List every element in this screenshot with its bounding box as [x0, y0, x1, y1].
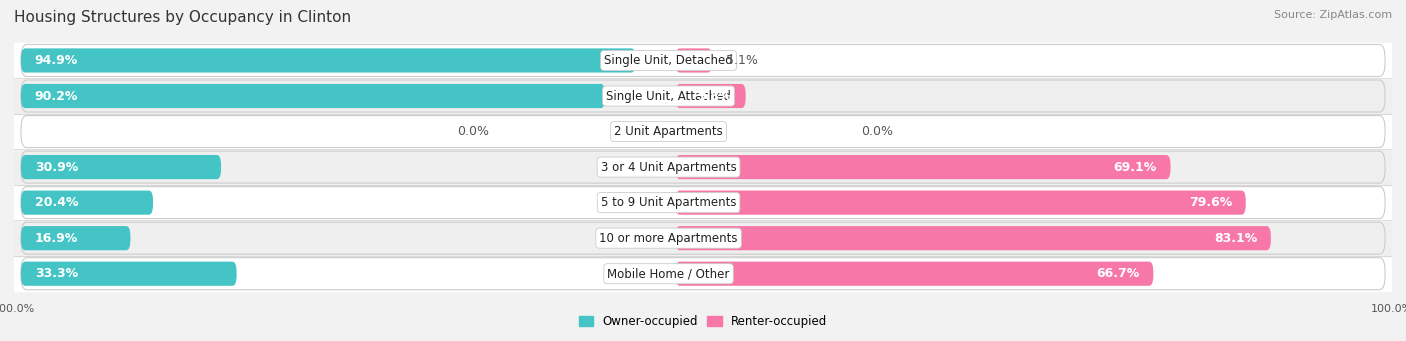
Bar	[14, 185, 1392, 220]
Text: Single Unit, Attached: Single Unit, Attached	[606, 89, 731, 103]
Text: 2 Unit Apartments: 2 Unit Apartments	[614, 125, 723, 138]
FancyBboxPatch shape	[21, 155, 221, 179]
FancyBboxPatch shape	[21, 191, 153, 215]
FancyBboxPatch shape	[21, 116, 1385, 148]
Text: 66.7%: 66.7%	[1097, 267, 1140, 280]
FancyBboxPatch shape	[21, 84, 605, 108]
Text: 69.1%: 69.1%	[1114, 161, 1157, 174]
FancyBboxPatch shape	[21, 44, 1385, 76]
FancyBboxPatch shape	[21, 226, 131, 250]
Text: Single Unit, Detached: Single Unit, Detached	[605, 54, 733, 67]
Text: 0.0%: 0.0%	[457, 125, 489, 138]
FancyBboxPatch shape	[21, 222, 1385, 254]
Text: 10 or more Apartments: 10 or more Apartments	[599, 232, 738, 245]
Text: 5.1%: 5.1%	[725, 54, 758, 67]
FancyBboxPatch shape	[21, 80, 1385, 112]
Text: 16.9%: 16.9%	[35, 232, 77, 245]
Bar	[14, 256, 1392, 292]
Text: 90.2%: 90.2%	[35, 89, 79, 103]
Bar	[14, 114, 1392, 149]
FancyBboxPatch shape	[675, 155, 1171, 179]
Text: 83.1%: 83.1%	[1213, 232, 1257, 245]
Text: Mobile Home / Other: Mobile Home / Other	[607, 267, 730, 280]
Text: 9.8%: 9.8%	[697, 89, 733, 103]
FancyBboxPatch shape	[21, 48, 636, 73]
Text: 33.3%: 33.3%	[35, 267, 77, 280]
Bar	[14, 149, 1392, 185]
Text: 20.4%: 20.4%	[35, 196, 79, 209]
Bar	[14, 78, 1392, 114]
FancyBboxPatch shape	[21, 258, 1385, 290]
Text: Source: ZipAtlas.com: Source: ZipAtlas.com	[1274, 10, 1392, 20]
Legend: Owner-occupied, Renter-occupied: Owner-occupied, Renter-occupied	[574, 310, 832, 333]
FancyBboxPatch shape	[675, 48, 711, 73]
Text: 30.9%: 30.9%	[35, 161, 77, 174]
FancyBboxPatch shape	[675, 262, 1153, 286]
Text: 3 or 4 Unit Apartments: 3 or 4 Unit Apartments	[600, 161, 737, 174]
Text: 5 to 9 Unit Apartments: 5 to 9 Unit Apartments	[600, 196, 737, 209]
FancyBboxPatch shape	[675, 226, 1271, 250]
Text: Housing Structures by Occupancy in Clinton: Housing Structures by Occupancy in Clint…	[14, 10, 352, 25]
Text: 0.0%: 0.0%	[862, 125, 893, 138]
Bar	[14, 43, 1392, 78]
Bar	[14, 220, 1392, 256]
Text: 79.6%: 79.6%	[1188, 196, 1232, 209]
FancyBboxPatch shape	[21, 262, 236, 286]
FancyBboxPatch shape	[675, 84, 745, 108]
FancyBboxPatch shape	[21, 151, 1385, 183]
FancyBboxPatch shape	[675, 191, 1246, 215]
Text: 94.9%: 94.9%	[35, 54, 77, 67]
FancyBboxPatch shape	[21, 187, 1385, 219]
